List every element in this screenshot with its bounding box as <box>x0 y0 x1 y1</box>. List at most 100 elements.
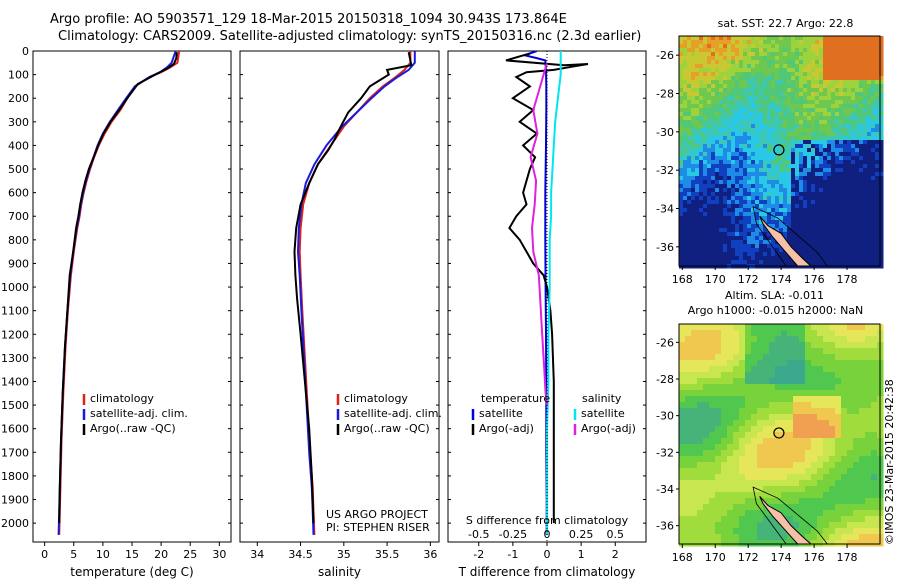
map-cell <box>691 136 696 141</box>
map-cell <box>843 104 848 109</box>
map-cell <box>807 104 812 109</box>
map-cell <box>807 132 812 137</box>
map-cell <box>835 342 842 349</box>
map-cell <box>859 450 866 457</box>
map-cell <box>867 260 872 265</box>
map-cell <box>711 44 716 49</box>
map-cell <box>751 330 758 337</box>
map-cell <box>875 168 880 173</box>
map-cell <box>679 366 686 373</box>
map-cell <box>781 384 788 391</box>
map-cell <box>823 354 830 361</box>
map-cell <box>823 462 830 469</box>
map-cell <box>735 64 740 69</box>
map-cell <box>735 204 740 209</box>
map-cell <box>711 180 716 185</box>
map-cell <box>691 402 698 409</box>
map-cell <box>699 232 704 237</box>
map-cell <box>871 438 878 445</box>
map-cell <box>707 80 712 85</box>
map-cell <box>707 184 712 189</box>
map-cell <box>747 216 752 221</box>
map-cell <box>827 76 832 81</box>
map-cell <box>783 136 788 141</box>
map-cell <box>691 152 696 157</box>
map-cell <box>715 480 722 487</box>
map-cell <box>703 402 710 409</box>
map-cell <box>755 52 760 57</box>
map-cell <box>871 456 878 463</box>
map-cell <box>775 140 780 145</box>
map-cell <box>817 366 824 373</box>
map-cell <box>851 100 856 105</box>
map-cell <box>711 232 716 237</box>
map-cell <box>853 378 860 385</box>
map-cell <box>709 426 716 433</box>
map-cell <box>879 204 884 209</box>
map-cell <box>733 474 740 481</box>
map-cell <box>727 212 732 217</box>
map-cell <box>805 462 812 469</box>
map-cell <box>847 108 852 113</box>
map-cell <box>835 516 842 523</box>
map-cell <box>843 112 848 117</box>
map-cell <box>807 140 812 145</box>
map-cell <box>721 342 728 349</box>
map-cell <box>851 204 856 209</box>
map-cell <box>775 204 780 209</box>
map-cell <box>687 252 692 257</box>
map-cell <box>745 468 752 475</box>
map-cell <box>787 92 792 97</box>
map-cell <box>771 256 776 261</box>
map-cell <box>723 80 728 85</box>
map-cell <box>771 200 776 205</box>
map-cell <box>871 112 876 117</box>
map-cell <box>823 366 830 373</box>
map-cell <box>707 104 712 109</box>
map-cell <box>715 40 720 45</box>
map-cell <box>727 76 732 81</box>
map-cell <box>751 396 758 403</box>
map-cell <box>719 216 724 221</box>
map-cell <box>811 522 818 529</box>
map-cell <box>683 128 688 133</box>
map-cell <box>703 522 710 529</box>
map-cell <box>799 414 806 421</box>
map-cell <box>791 136 796 141</box>
map-cell <box>703 474 710 481</box>
map-cell <box>803 108 808 113</box>
map-cell <box>739 168 744 173</box>
map-cell <box>703 528 710 535</box>
map-cell <box>799 510 806 517</box>
map-cell <box>703 348 710 355</box>
map-cell <box>779 256 784 261</box>
map-cell <box>699 36 704 41</box>
map-cell <box>731 96 736 101</box>
map-cell <box>779 220 784 225</box>
map-cell <box>831 52 836 57</box>
map-cell <box>679 492 686 499</box>
map-cell <box>719 88 724 93</box>
y-tick-label: -36 <box>656 520 674 533</box>
map-cell <box>859 168 864 173</box>
map-cell <box>751 68 756 73</box>
map-cell <box>795 168 800 173</box>
map-cell <box>715 414 722 421</box>
map-cell <box>679 456 686 463</box>
y-tick-label: 600 <box>8 187 29 200</box>
map-cell <box>859 188 864 193</box>
map-cell <box>871 56 876 61</box>
map-cell <box>829 348 836 355</box>
map-cell <box>703 330 710 337</box>
map-cell <box>683 168 688 173</box>
map-cell <box>711 224 716 229</box>
map-cell <box>815 172 820 177</box>
map-cell <box>707 212 712 217</box>
map-cell <box>683 140 688 145</box>
map-cell <box>827 244 832 249</box>
x-tick-label: 35 <box>337 548 351 561</box>
map-cell <box>679 528 686 535</box>
map-cell <box>745 330 752 337</box>
map-cell <box>779 212 784 217</box>
map-cell <box>781 372 788 379</box>
